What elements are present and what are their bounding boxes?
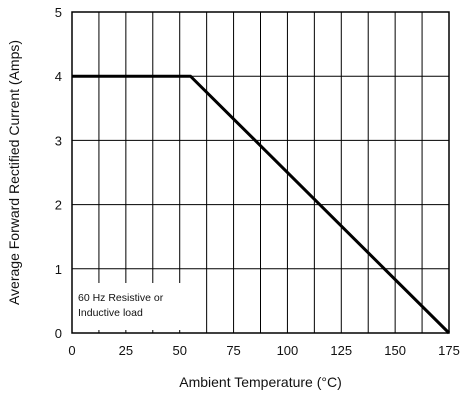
x-tick-label: 0 [68,343,75,358]
x-tick-label: 25 [119,343,133,358]
x-tick-label: 125 [330,343,352,358]
x-tick-label: 50 [172,343,186,358]
y-tick-labels: 0 1 2 3 4 5 [55,5,62,341]
y-tick-label: 5 [55,5,62,20]
x-tick-label: 175 [438,343,460,358]
x-tick-label: 100 [277,343,299,358]
y-tick-label: 3 [55,133,62,148]
y-tick-label: 0 [55,326,62,341]
annotation-box: 60 Hz Resistive or Inductive load [72,283,182,330]
y-tick-label: 2 [55,198,62,213]
y-axis-title: Average Forward Rectified Current (Amps) [6,40,22,305]
annotation-line-2: Inductive load [78,307,143,319]
y-tick-label: 1 [55,262,62,277]
x-axis-title: Ambient Temperature (°C) [179,374,342,390]
annotation-background [72,283,182,330]
series-line [72,74,451,335]
series-layer [72,74,451,335]
plot-frame [71,11,450,334]
x-tick-label: 75 [226,343,240,358]
x-tick-labels: 0 25 50 75 100 125 150 175 [68,343,459,358]
y-tick-label: 4 [55,69,62,84]
annotation-line-1: 60 Hz Resistive or [78,292,164,304]
x-tick-label: 150 [384,343,406,358]
